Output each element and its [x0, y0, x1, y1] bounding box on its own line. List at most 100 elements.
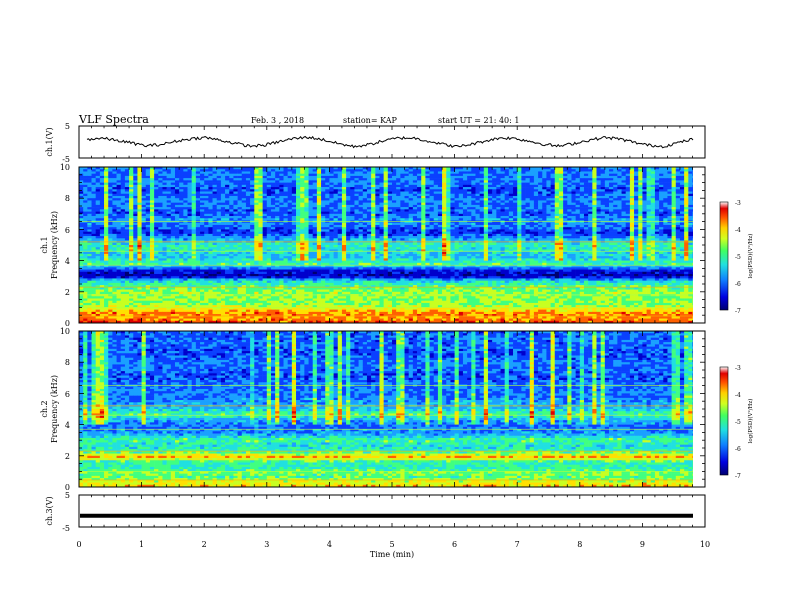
spectrogram-cell [145, 211, 151, 215]
spectrogram-cell [483, 213, 489, 217]
spectrogram-cell [266, 231, 272, 235]
spectrogram-cell [108, 171, 113, 174]
spectrogram-cell [116, 189, 122, 192]
spectrogram-cell [254, 224, 259, 228]
spectrogram-cell [329, 180, 334, 183]
spectrogram-cell [379, 182, 384, 186]
spectrogram-cell [233, 224, 238, 228]
spectrogram-cell [200, 231, 205, 235]
spectrogram-cell [375, 198, 380, 201]
spectrogram-cell [120, 224, 126, 228]
spectrogram-cell [629, 204, 635, 208]
spectrogram-cell [625, 236, 631, 239]
spectrogram-cell [179, 171, 184, 174]
spectrogram-cell [462, 200, 468, 203]
spectrogram-cell [312, 216, 318, 219]
spectrogram-cell [233, 204, 238, 208]
spectrogram-cell [679, 180, 685, 183]
spectrogram-cell [554, 211, 560, 215]
spectrogram-cell [475, 193, 480, 197]
spectrogram-cell [617, 200, 622, 203]
spectrogram-cell [604, 213, 610, 217]
spectrogram-cell [262, 200, 268, 203]
spectrogram-cell [442, 222, 447, 226]
spectrogram-cell [350, 229, 355, 232]
spectrogram-cell [592, 227, 597, 230]
spectrogram-cell [170, 213, 176, 217]
spectrogram-cell [462, 204, 468, 208]
spectrogram-cell [600, 216, 606, 219]
spectrogram-cell [629, 216, 635, 219]
spectrogram-cell [200, 229, 205, 232]
spectrogram-cell [625, 233, 631, 237]
spectrogram-cell [667, 207, 672, 210]
spectrogram-cell [149, 169, 155, 172]
spectrogram-cell [158, 211, 163, 215]
spectrogram-cell [684, 187, 689, 190]
spectrogram-cell [225, 167, 230, 170]
spectrogram-cell [404, 198, 409, 201]
spectrogram-cell [596, 218, 601, 221]
spectrogram-cell [508, 202, 514, 206]
spectrogram-cell [212, 211, 218, 215]
spectrogram-cell [137, 222, 142, 226]
spectrogram-cell [387, 238, 393, 241]
spectrogram-cell [145, 189, 151, 192]
spectrogram-cell [220, 171, 226, 174]
spectrogram-cell [270, 233, 276, 237]
spectrogram-cell [270, 167, 276, 170]
spectrogram-cell [179, 195, 184, 199]
spectrogram-cell [83, 207, 88, 210]
spectrogram-cell [496, 204, 501, 208]
spectrogram-cell [396, 202, 401, 206]
spectrogram-cell [487, 191, 493, 195]
spectrogram-cell [513, 198, 518, 201]
spectrogram-cell [604, 198, 610, 201]
spectrogram-cell [396, 167, 401, 170]
spectrogram-cell [312, 229, 318, 232]
spectrogram-cell [450, 195, 455, 199]
spectrogram-cell [450, 198, 455, 201]
spectrogram-cell [408, 222, 414, 226]
spectrogram-cell [354, 218, 359, 221]
spectrogram-cell [650, 198, 656, 201]
spectrogram-cell [629, 209, 635, 212]
spectrogram-cell [429, 184, 435, 188]
spectrogram-cell [679, 182, 685, 186]
spectrogram-cell [279, 193, 284, 197]
spectrogram-cell [617, 236, 622, 239]
spectrogram-cell [663, 171, 668, 174]
spectrogram-cell [375, 187, 380, 190]
spectrogram-cell [200, 213, 205, 217]
spectrogram-cell [87, 173, 92, 177]
spectrogram-cell [383, 187, 389, 190]
spectrogram-cell [533, 191, 539, 195]
spectrogram-cell [475, 182, 480, 186]
spectrogram-cell [404, 207, 409, 210]
spectrogram-cell [191, 202, 197, 206]
spectrogram-cell [304, 204, 309, 208]
spectrogram-cell [542, 207, 547, 210]
spectrogram-cell [91, 200, 96, 203]
spectrogram-cell [663, 211, 668, 215]
spectrogram-cell [149, 193, 155, 197]
spectrogram-cell [187, 175, 192, 179]
spectrogram-cell [316, 216, 322, 219]
spectrogram-cell [283, 173, 288, 177]
spectrogram-cell [187, 207, 192, 210]
spectrogram-cell [333, 211, 339, 215]
spectrogram-cell [517, 216, 522, 219]
spectrogram-cell [362, 184, 368, 188]
spectrogram-cell [291, 229, 297, 232]
spectrogram-cell [579, 231, 585, 235]
spectrogram-cell [525, 191, 531, 195]
spectrogram-cell [588, 207, 593, 210]
spectrogram-cell [108, 200, 113, 203]
spectrogram-cell [354, 204, 359, 208]
spectrogram-cell [654, 189, 660, 192]
spectrogram-cell [258, 193, 263, 197]
spectrogram-cell [462, 231, 468, 235]
spectrogram-cell [654, 224, 660, 228]
spectrogram-cell [254, 233, 259, 237]
spectrogram-cell [321, 211, 326, 215]
